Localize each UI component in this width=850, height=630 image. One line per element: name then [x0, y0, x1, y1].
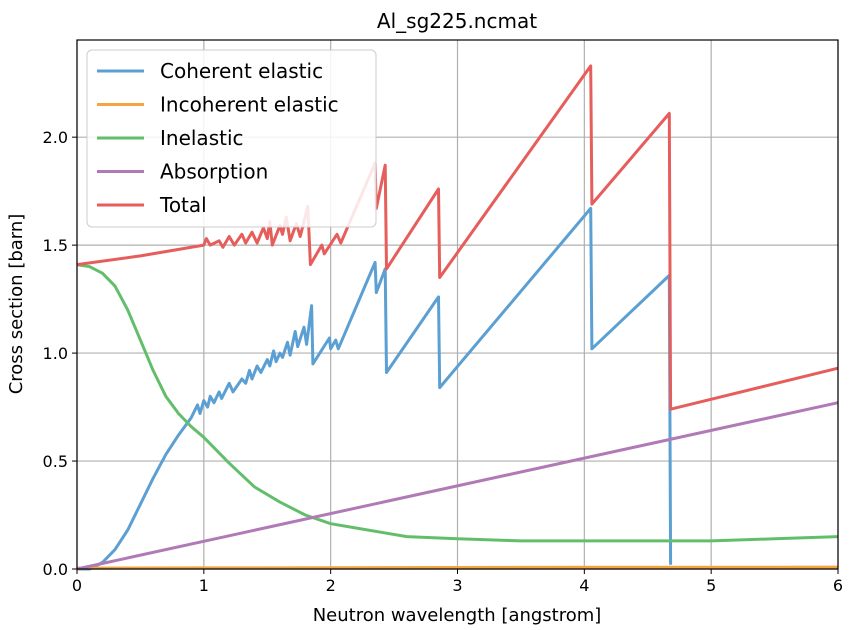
x-axis: 0 1 2 3 4 5 6: [72, 569, 843, 595]
legend-label-total: Total: [159, 193, 207, 217]
x-tick-label: 1: [199, 576, 209, 595]
legend-label-inelastic: Inelastic: [160, 126, 244, 150]
y-axis-label: Cross section [barn]: [6, 214, 27, 395]
series-line-coherent-elastic: [77, 206, 673, 571]
series-line-absorption: [76, 401, 839, 571]
chart-title: Al_sg225.ncmat: [377, 9, 537, 33]
y-tick-label: 2.0: [43, 128, 68, 147]
legend-label-absorption: Absorption: [160, 160, 268, 184]
y-tick-label: 1.5: [43, 236, 68, 255]
x-tick-label: 3: [452, 576, 462, 595]
x-tick-label: 6: [833, 576, 843, 595]
x-tick-label: 0: [72, 576, 82, 595]
y-axis: 0.0 0.5 1.0 1.5 2.0: [43, 128, 77, 579]
legend-label-incoherent-elastic: Incoherent elastic: [160, 93, 339, 117]
x-axis-label: Neutron wavelength [angstrom]: [313, 605, 602, 626]
y-tick-label: 0.5: [43, 452, 68, 471]
x-tick-label: 2: [326, 576, 336, 595]
legend-box: [86, 49, 377, 228]
y-tick-label: 0.0: [43, 560, 68, 579]
series-line-total: [76, 64, 839, 411]
series-line-incoherent-elastic: [76, 565, 839, 570]
x-tick-label: 5: [706, 576, 716, 595]
series-line-inelastic: [76, 263, 839, 543]
x-tick-label: 4: [579, 576, 589, 595]
legend: Coherent elastic Incoherent elastic Inelas…: [86, 49, 377, 228]
legend-label-coherent-elastic: Coherent elastic: [160, 59, 323, 83]
plot-lines: [76, 64, 839, 571]
y-tick-label: 1.0: [43, 344, 68, 363]
